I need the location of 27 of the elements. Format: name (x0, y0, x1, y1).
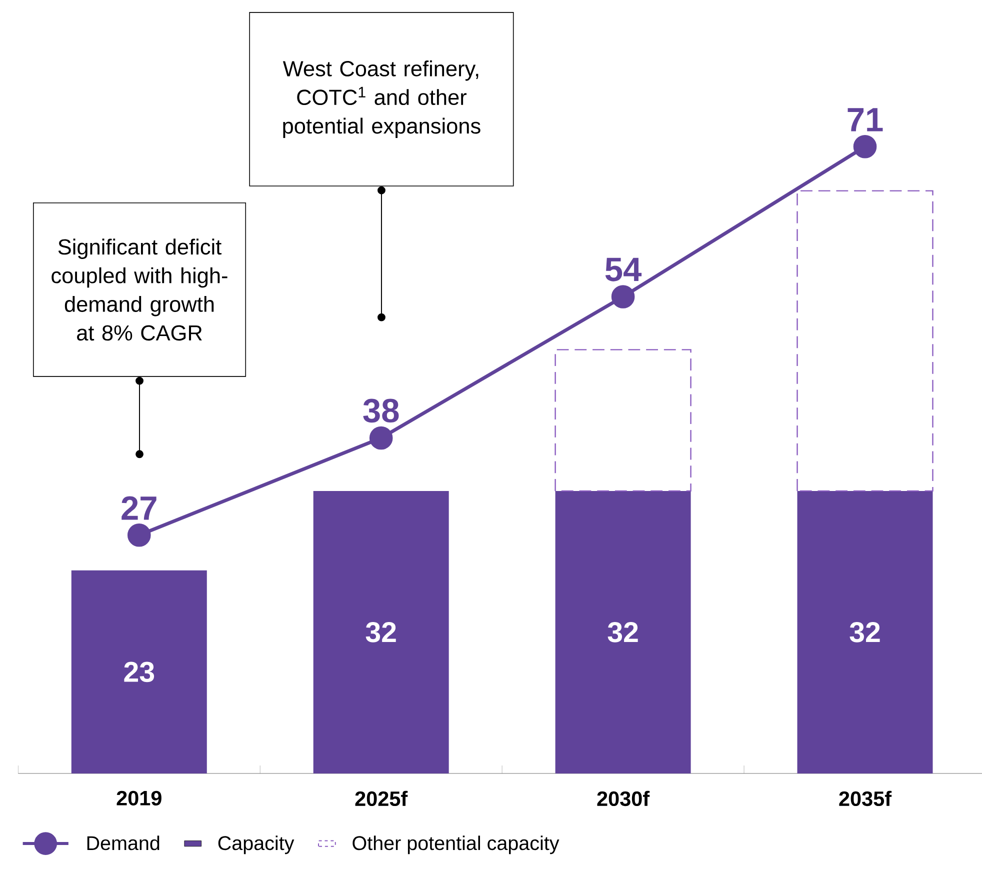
data-label: 27 (122, 496, 156, 520)
point (611, 285, 635, 309)
x-tick-label: 2035f (839, 791, 892, 806)
bar (313, 491, 449, 774)
point (853, 135, 877, 159)
data-label: 32 (366, 622, 396, 643)
data-label: 32 (608, 622, 638, 643)
bar (797, 491, 933, 774)
x-tick-label: 2030f (597, 791, 650, 806)
bar (796, 190, 934, 492)
data-label: 54 (605, 258, 642, 282)
bar (71, 570, 207, 774)
data-label: 23 (124, 662, 154, 682)
point (127, 524, 151, 547)
legend-label: Capacity (218, 836, 294, 854)
legend-label: Other potential capacity (352, 836, 560, 854)
x-tick-label: 2019 (116, 791, 162, 806)
bar (554, 349, 692, 492)
data-label: 71 (848, 108, 883, 132)
legend-label: Demand (87, 836, 160, 850)
annotation: West Coast refinery, COTC$^{1}$ and other potential expansions (282, 60, 480, 138)
bar (555, 491, 691, 774)
data-label: 32 (850, 622, 880, 643)
x-tick-label: 2025f (355, 791, 408, 806)
annotation: Significant deficit coupled with high- demand growth at 8% CAGR (52, 238, 228, 341)
data-label: 38 (363, 398, 399, 423)
point (369, 426, 393, 450)
